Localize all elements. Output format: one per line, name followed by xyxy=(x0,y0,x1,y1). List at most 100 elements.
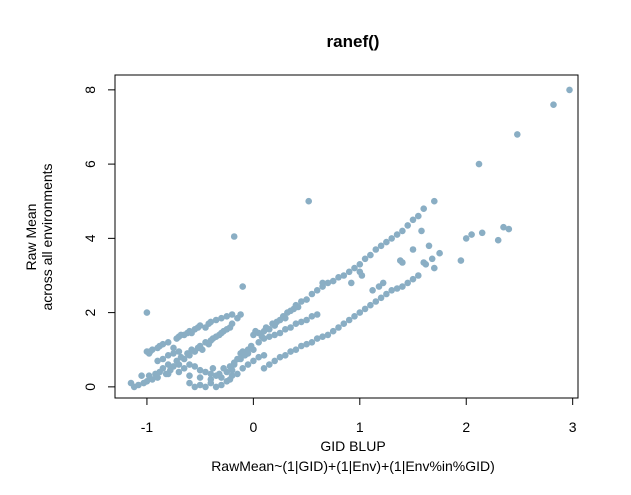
data-point xyxy=(514,131,521,138)
data-point xyxy=(340,272,348,279)
x-tick-label: 1 xyxy=(356,419,364,435)
data-point xyxy=(191,383,199,391)
data-point xyxy=(180,355,188,363)
data-point xyxy=(180,365,188,372)
data-point xyxy=(159,340,167,348)
data-point xyxy=(383,290,390,298)
data-point xyxy=(230,359,238,367)
data-point xyxy=(475,160,483,168)
data-point xyxy=(505,225,513,233)
data-point xyxy=(159,365,167,372)
data-point xyxy=(335,324,342,331)
data-point xyxy=(399,259,406,266)
data-point xyxy=(260,352,268,359)
x-tick-label: -1 xyxy=(141,419,154,435)
data-point xyxy=(319,333,326,341)
data-point xyxy=(305,197,313,205)
data-point xyxy=(351,313,358,320)
y-tick-label: 8 xyxy=(82,86,98,94)
data-point xyxy=(255,353,262,361)
y-axis: 0 2 4 6 8 xyxy=(82,86,116,391)
data-point xyxy=(239,365,246,372)
data-point xyxy=(383,238,390,246)
data-point xyxy=(282,352,289,359)
data-point xyxy=(228,311,236,318)
y-tick-label: 6 xyxy=(82,160,98,168)
data-point xyxy=(250,357,257,365)
data-point xyxy=(244,350,252,357)
data-point xyxy=(431,264,438,272)
data-point xyxy=(196,374,204,381)
data-point xyxy=(422,261,430,268)
data-point xyxy=(186,361,193,368)
data-point xyxy=(170,363,177,370)
data-point xyxy=(199,346,206,354)
data-point xyxy=(207,376,215,383)
x-tick-label: 3 xyxy=(569,419,577,435)
data-point xyxy=(457,257,465,264)
data-point xyxy=(420,205,428,212)
data-point xyxy=(348,279,355,287)
data-point xyxy=(255,339,262,346)
data-point xyxy=(500,223,507,231)
data-point xyxy=(186,379,193,387)
data-point xyxy=(313,287,321,294)
data-point xyxy=(228,372,236,380)
data-point xyxy=(202,368,209,376)
plot-frame xyxy=(114,74,579,399)
data-point xyxy=(237,311,244,318)
data-point xyxy=(207,318,215,326)
data-point xyxy=(308,290,316,298)
data-point xyxy=(372,298,380,305)
data-point xyxy=(428,255,436,263)
data-point xyxy=(409,216,417,224)
data-point xyxy=(218,381,225,389)
data-point xyxy=(329,277,337,285)
x-tick-label: 2 xyxy=(462,419,470,435)
data-point xyxy=(175,368,183,376)
data-point xyxy=(399,227,406,235)
data-point xyxy=(319,279,326,287)
data-point xyxy=(271,331,279,339)
data-point xyxy=(244,361,252,368)
x-tick-label: 0 xyxy=(249,419,257,435)
data-point xyxy=(292,320,300,328)
data-point xyxy=(308,313,316,320)
data-point xyxy=(175,348,183,355)
data-point xyxy=(313,335,321,342)
data-point xyxy=(361,255,369,263)
data-point xyxy=(369,287,376,294)
data-point xyxy=(196,366,204,374)
data-point xyxy=(276,329,284,337)
data-point xyxy=(202,383,209,391)
data-point xyxy=(351,264,358,272)
data-point xyxy=(212,316,220,324)
data-point xyxy=(220,365,227,372)
data-point xyxy=(431,197,438,205)
data-point xyxy=(170,344,177,352)
data-point xyxy=(216,370,223,378)
data-point xyxy=(266,361,273,368)
data-point xyxy=(154,374,161,381)
data-point xyxy=(149,376,156,383)
data-point xyxy=(164,352,172,359)
data-point xyxy=(271,357,279,365)
data-point xyxy=(345,316,353,324)
data-point xyxy=(478,229,486,237)
x-axis-sublabel: RawMean~(1|GID)+(1|Env)+(1|Env%in%GID) xyxy=(211,458,495,474)
data-point xyxy=(329,327,337,335)
y-tick-label: 4 xyxy=(82,234,98,242)
data-point xyxy=(393,231,401,238)
data-point xyxy=(287,324,294,331)
data-point xyxy=(276,353,284,361)
data-point xyxy=(324,331,332,339)
data-point xyxy=(377,242,385,250)
data-point xyxy=(345,268,353,276)
data-point xyxy=(138,372,145,380)
data-point xyxy=(287,348,294,355)
data-point xyxy=(186,372,193,380)
data-point xyxy=(361,305,369,313)
data-point xyxy=(223,313,231,320)
data-point xyxy=(164,370,172,378)
data-point xyxy=(196,322,204,329)
